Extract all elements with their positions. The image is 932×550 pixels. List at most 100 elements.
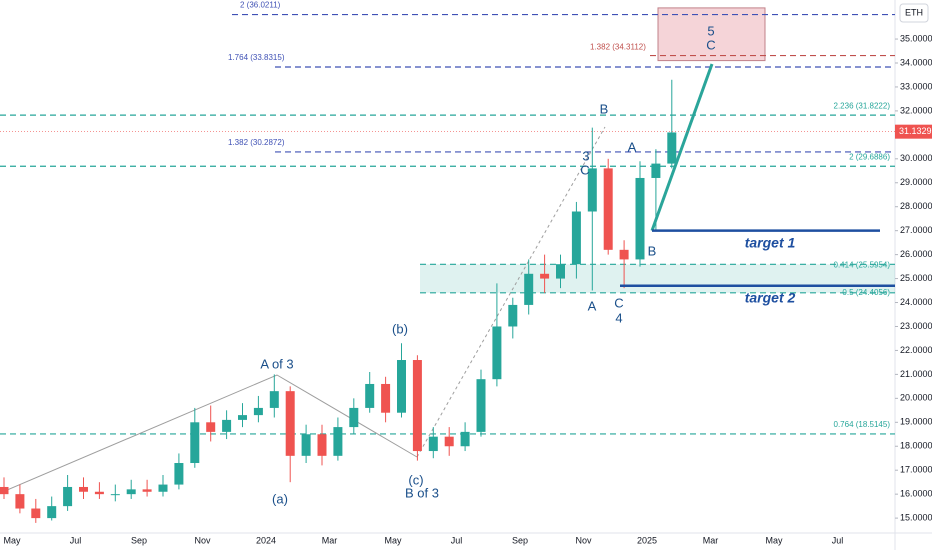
candle-body <box>222 419 232 432</box>
wave-label: (a) <box>272 491 288 506</box>
y-tick-label: 35.0000 <box>900 33 932 43</box>
candle-body <box>540 273 550 279</box>
y-tick-label: 15.0000 <box>900 512 932 522</box>
y-tick-label: 32.0000 <box>900 105 932 115</box>
candle-body <box>651 163 661 178</box>
y-tick-label: 21.0000 <box>900 369 932 379</box>
candle-body <box>126 489 136 495</box>
candle-body <box>635 177 645 260</box>
candle-body <box>556 264 565 279</box>
y-tick-label: 25.0000 <box>900 273 932 283</box>
x-tick-label: Sep <box>512 535 528 545</box>
wave-label: 3 <box>582 148 589 163</box>
candle-body <box>0 486 9 495</box>
wave-label: A <box>628 139 637 154</box>
x-tick-label: May <box>384 535 402 545</box>
x-tick-label: Jul <box>451 535 463 545</box>
fib-level-label: 0.5 (24.4056) <box>842 288 890 297</box>
candle-body <box>571 211 581 265</box>
x-tick-label: Nov <box>575 535 592 545</box>
candle-body <box>508 304 518 327</box>
y-tick-label: 22.0000 <box>900 345 932 355</box>
candle-body <box>285 391 295 456</box>
candle-body <box>174 463 184 485</box>
candle-body <box>79 486 88 492</box>
wave-label: C <box>614 295 623 310</box>
candle-body <box>63 486 73 507</box>
candle-body <box>110 494 120 496</box>
wave-label: (c) <box>408 472 423 487</box>
wave-label: C <box>706 37 715 52</box>
fib-level-label: 2.236 (31.8222) <box>834 101 891 110</box>
y-tick-label: 34.0000 <box>900 57 932 67</box>
fib-level-label: 1.764 (33.8315) <box>228 53 285 62</box>
candle-body <box>476 379 486 432</box>
candle-body <box>397 360 406 413</box>
wave-line <box>0 374 418 494</box>
wave-label: B <box>648 243 657 258</box>
candle-body <box>301 434 311 456</box>
fib-level-label: 0.414 (25.5954) <box>834 260 891 269</box>
wave-label: A <box>588 298 597 313</box>
candle-body <box>428 436 438 452</box>
candle-body <box>47 506 57 519</box>
symbol-box <box>899 3 929 23</box>
x-tick-label: May <box>3 535 21 545</box>
candle-body <box>253 407 263 416</box>
candle-body <box>587 168 597 212</box>
y-tick-label: 26.0000 <box>900 249 932 259</box>
wave-label: (b) <box>392 321 408 336</box>
fib-level-label: 1.382 (34.3112) <box>590 43 646 52</box>
y-tick-label: 27.0000 <box>900 225 932 235</box>
target-label: target 2 <box>745 289 796 305</box>
x-tick-label: Mar <box>703 535 719 545</box>
last-price-tag <box>895 124 932 139</box>
candle-body <box>142 489 152 492</box>
y-tick-label: 23.0000 <box>900 321 932 331</box>
candle-body <box>94 491 104 495</box>
wave-label: B <box>600 101 609 116</box>
candle-body <box>333 427 343 456</box>
candle-body <box>15 494 25 509</box>
wave-label: 5 <box>707 23 714 38</box>
y-tick-label: 17.0000 <box>900 465 932 475</box>
y-tick-label: 30.0000 <box>900 153 932 163</box>
x-tick-label: Jul <box>70 535 82 545</box>
candle-body <box>349 407 359 428</box>
y-tick-label: 24.0000 <box>900 297 932 307</box>
wave-label: A of 3 <box>260 356 293 371</box>
candle-body <box>603 168 613 250</box>
y-tick-label: 19.0000 <box>900 417 932 427</box>
x-tick-label: Mar <box>322 535 338 545</box>
x-tick-label: Nov <box>194 535 211 545</box>
candle-body <box>206 422 216 432</box>
fib-level-label: 0.764 (18.5145) <box>834 420 891 429</box>
wave-label: C <box>580 162 589 177</box>
x-tick-label: Jul <box>832 535 844 545</box>
candle-body <box>158 484 168 492</box>
candle-body <box>619 249 629 260</box>
candle-body <box>381 383 391 413</box>
y-tick-label: 33.0000 <box>900 81 932 91</box>
candle-body <box>317 434 327 456</box>
x-tick-label: 2024 <box>256 535 276 545</box>
candle-body <box>444 436 454 447</box>
candle-body <box>412 360 422 452</box>
candle-body <box>460 431 470 447</box>
y-tick-label: 18.0000 <box>900 441 932 451</box>
y-tick-label: 20.0000 <box>900 393 932 403</box>
x-tick-label: 2025 <box>637 535 657 545</box>
wave-label: 4 <box>615 310 622 325</box>
target-zone <box>657 7 766 62</box>
x-tick-label: Sep <box>131 535 147 545</box>
fib-level-label: 1.382 (30.2872) <box>228 138 285 147</box>
fib-level-label: 2 (29.6886) <box>849 152 890 161</box>
x-tick-label: May <box>765 535 783 545</box>
candle-body <box>492 326 502 380</box>
wave-label: B of 3 <box>405 485 439 500</box>
candle-body <box>31 508 41 519</box>
symbol: ETH <box>905 7 923 17</box>
candle-body <box>524 273 534 305</box>
last-price-label: 31.1329 <box>899 126 932 136</box>
